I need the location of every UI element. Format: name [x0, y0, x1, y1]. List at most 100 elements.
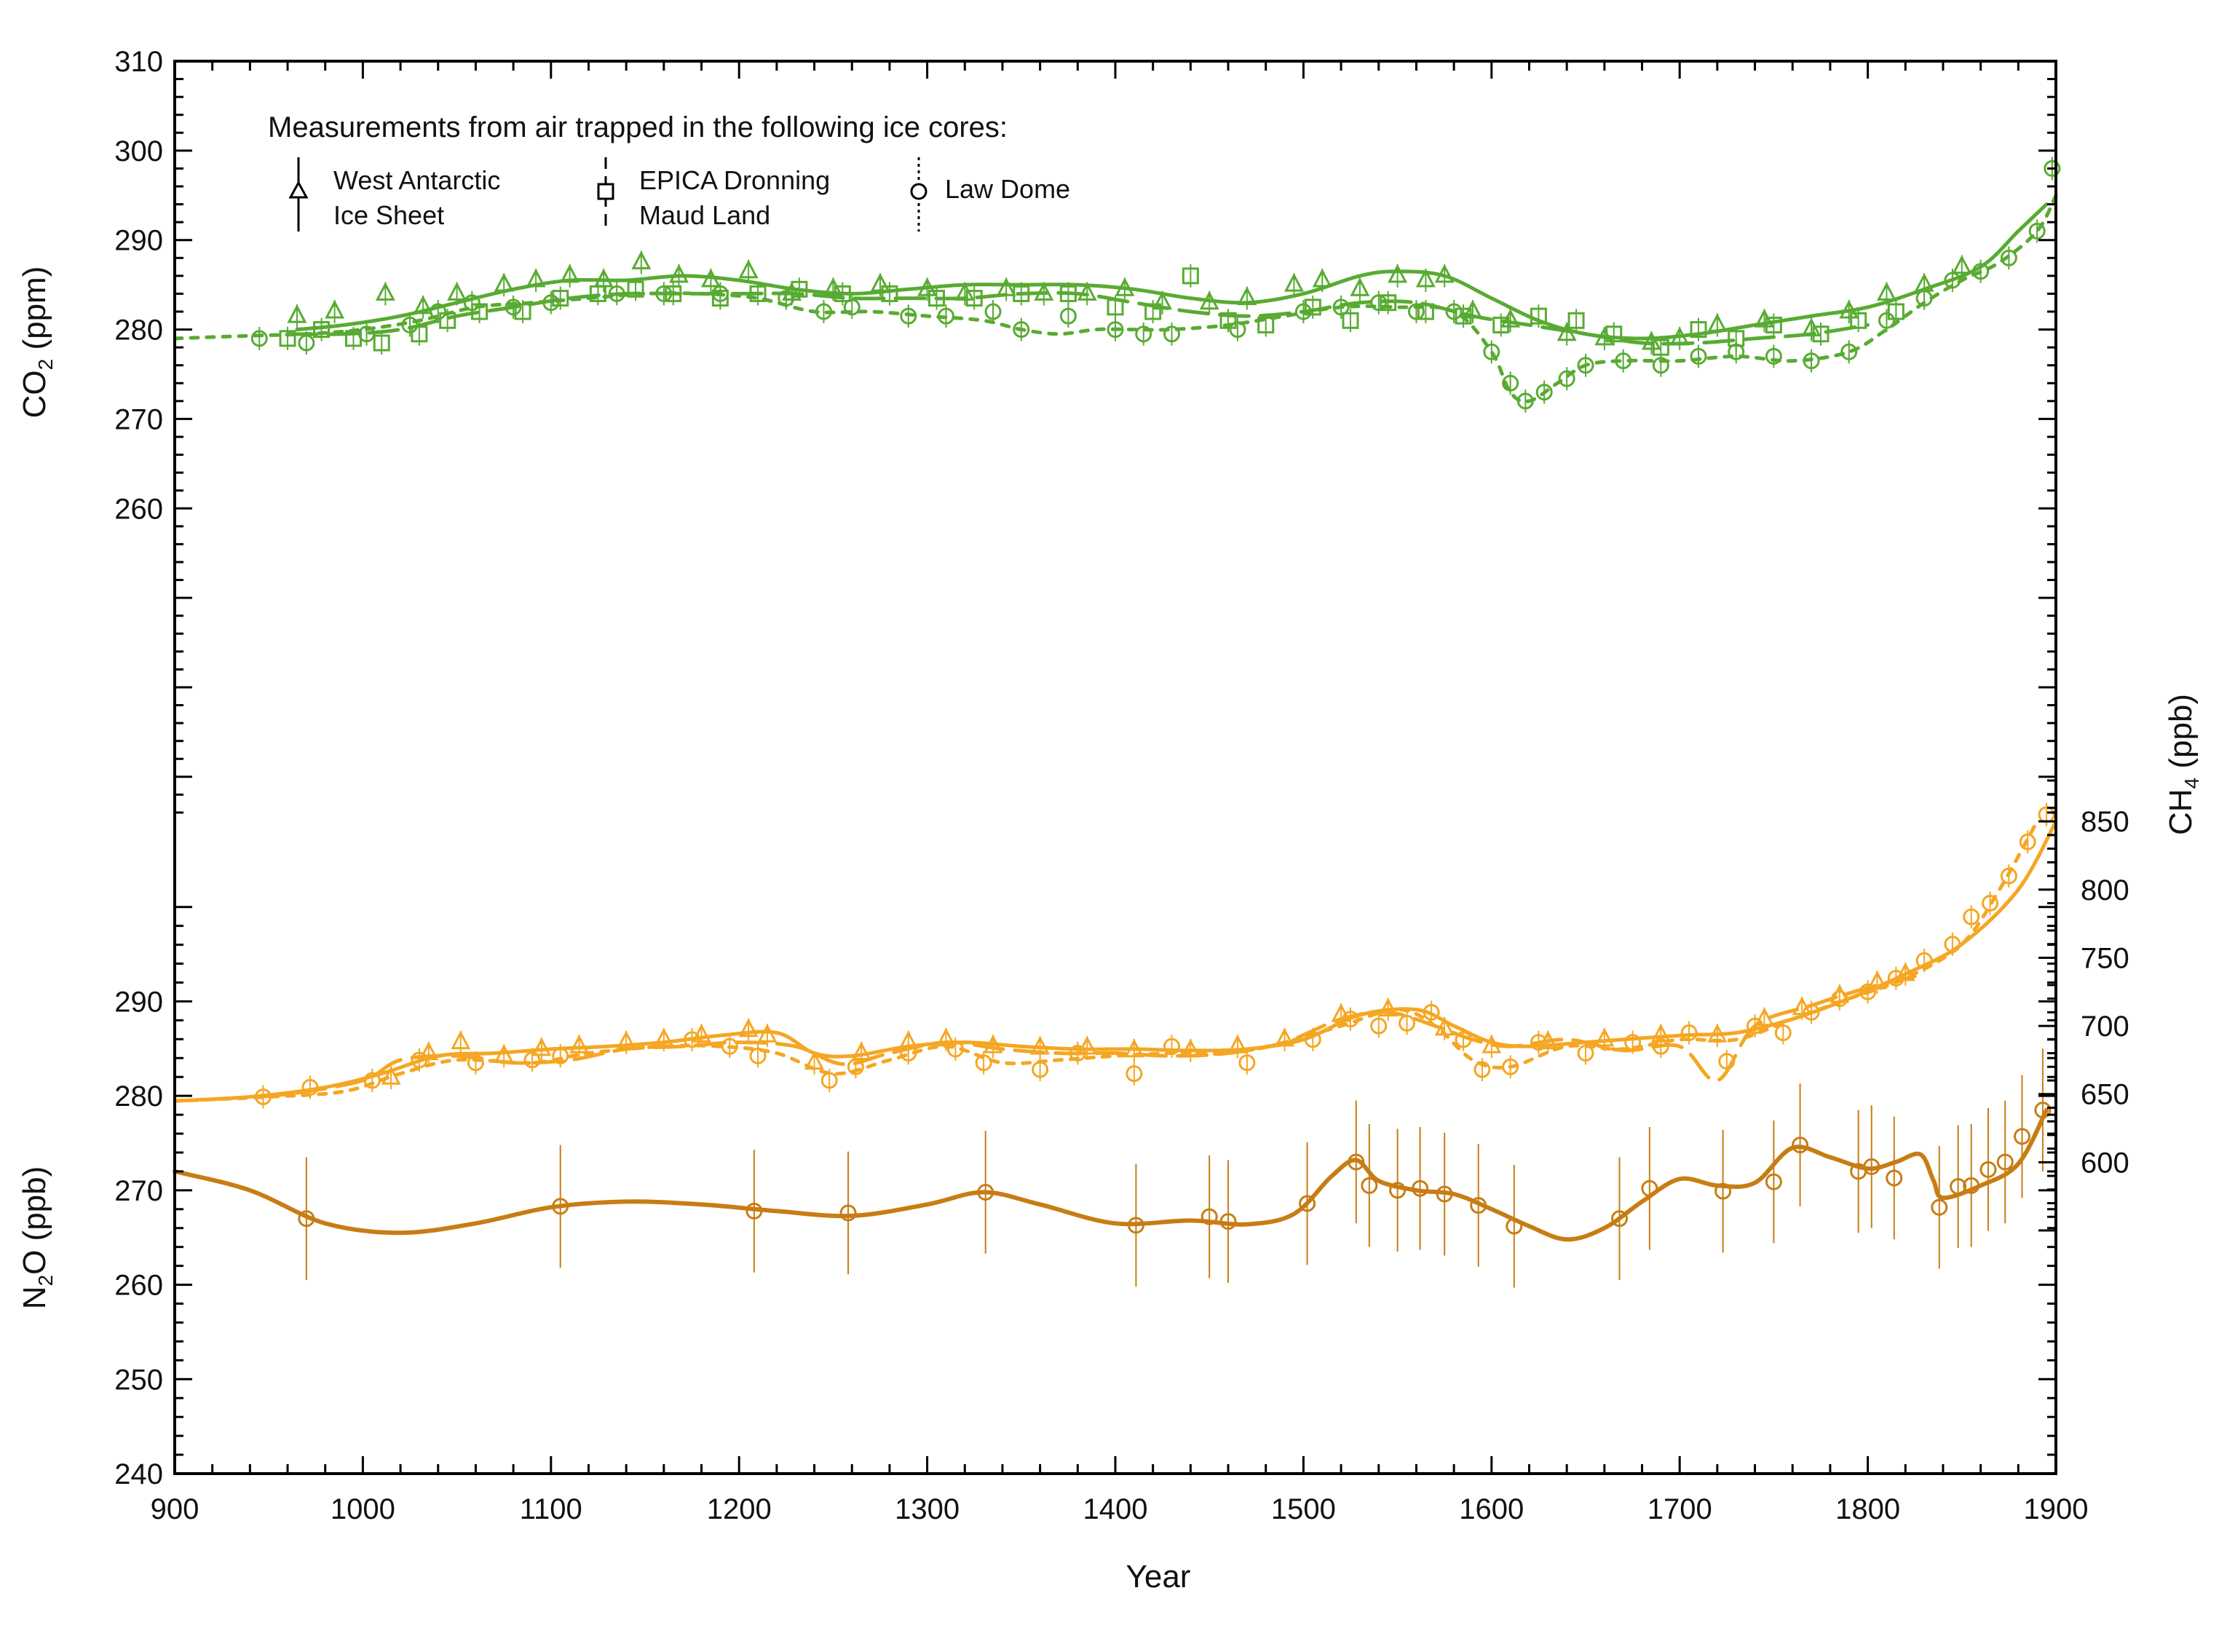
co2-square-square-marker	[1417, 303, 1434, 320]
legend-triangle-icon	[288, 180, 309, 199]
x-tick-label: 1800	[1835, 1493, 1900, 1525]
n2o-axis-title-sub: 2	[34, 1275, 57, 1287]
co2-triangle-triangle-marker	[1077, 282, 1097, 301]
co2-square-square-marker	[1342, 312, 1359, 329]
n2o-y-tick-label: 280	[114, 1080, 163, 1112]
x-tick-label: 1300	[895, 1493, 960, 1525]
ch4-panel	[173, 802, 2058, 1109]
co2-square-square-marker	[1182, 267, 1199, 285]
co2-y-tick-label: 260	[114, 493, 163, 525]
co2-square-square-marker	[1219, 312, 1237, 329]
co2-triangle-triangle-marker	[1434, 264, 1455, 283]
n2o-y-tick-label: 250	[114, 1364, 163, 1396]
co2-square-square-marker	[1765, 316, 1782, 333]
co2-square-square-marker	[665, 285, 682, 302]
co2-triangle-triangle-marker	[870, 272, 890, 292]
co2-triangle-triangle-marker	[1284, 272, 1304, 292]
co2-square-square-marker	[279, 330, 296, 347]
co2-square-square-marker	[1605, 325, 1623, 343]
n2o-y-tick-label: 260	[114, 1270, 163, 1302]
co2-circle-fit-line	[173, 193, 2058, 403]
co2-triangle-triangle-marker	[526, 268, 546, 288]
co2-square-square-marker	[1380, 294, 1397, 312]
ch4-y-tick-label: 700	[2081, 1011, 2129, 1043]
co2-triangle-triangle-marker	[560, 264, 580, 283]
co2-triangle-triangle-marker	[287, 304, 307, 323]
co2-square-square-marker	[1530, 307, 1547, 325]
ch4-triangle-triangle-marker	[1378, 997, 1399, 1017]
ch4-triangle-triangle-marker	[1594, 1027, 1615, 1047]
co2-square-square-marker	[552, 290, 569, 307]
ch4-triangle-triangle-marker	[531, 1037, 552, 1056]
co2-y-tick-label: 280	[114, 315, 163, 347]
co2-triangle-triangle-marker	[1415, 268, 1436, 288]
co2-triangle-triangle-marker	[700, 268, 721, 288]
ch4-triangle-triangle-marker	[1077, 1035, 1097, 1055]
ch4-triangle-triangle-marker	[569, 1034, 590, 1054]
x-tick-label: 1200	[707, 1493, 772, 1525]
ch4-triangle-triangle-marker	[1867, 970, 1887, 989]
co2-triangle-triangle-marker	[1237, 286, 1257, 306]
co2-triangle-triangle-marker	[738, 259, 759, 279]
co2-square-square-marker	[1107, 299, 1124, 316]
axes: 900 1000 1100 1200 1300 1400 1500 1600 1700 1800 1…	[114, 46, 2129, 1525]
n2o-panel	[173, 1048, 2052, 1288]
co2-square-square-marker	[313, 321, 331, 339]
ch4-triangle-triangle-marker	[1275, 1027, 1295, 1047]
co2-y-tick-label: 290	[114, 225, 163, 257]
co2-square-square-marker	[1567, 312, 1585, 329]
co2-square-square-marker	[411, 325, 428, 343]
co2-square-square-marker	[1492, 316, 1510, 333]
co2-axis-title-sub: 2	[34, 359, 57, 371]
co2-axis-title-rest: (ppm)	[17, 266, 52, 359]
co2-triangle-triangle-marker	[1115, 277, 1135, 296]
co2-square-square-marker	[791, 280, 808, 298]
co2-triangle-triangle-marker	[325, 299, 345, 319]
n2o-axis-title: N2O (ppb)	[17, 1166, 57, 1310]
n2o-y-tick-label: 270	[114, 1175, 163, 1207]
x-tick-label: 1600	[1459, 1493, 1524, 1525]
x-tick-label: 1100	[520, 1493, 582, 1525]
co2-square-square-marker	[1887, 303, 1904, 320]
n2o-axis-title-main: N	[17, 1286, 52, 1309]
legend-lawdome-line1: Law Dome	[945, 174, 1070, 204]
ch4-axis-title-sub: 4	[2180, 778, 2203, 789]
co2-triangle-triangle-marker	[413, 295, 433, 315]
co2-triangle-triangle-marker	[1952, 255, 1972, 274]
svg-text:CH4 (ppb): CH4 (ppb)	[2163, 694, 2203, 835]
co2-triangle-triangle-marker	[631, 250, 652, 269]
co2-triangle-triangle-marker	[494, 272, 514, 292]
co2-triangle-triangle-marker	[669, 264, 689, 283]
co2-axis-title-main: CO	[17, 370, 52, 418]
legend-edml-line2: Maud Land	[639, 200, 770, 230]
ch4-triangle-triangle-marker	[738, 1018, 759, 1038]
ch4-circle-fit-line	[173, 819, 2039, 1103]
legend-square-icon	[597, 183, 614, 200]
co2-y-tick-label: 300	[114, 135, 163, 167]
legend-entry-wais: West Antarctic Ice Sheet	[288, 157, 500, 232]
co2-square-square-marker	[928, 290, 946, 307]
legend-edml-line1: EPICA Dronning	[639, 165, 830, 195]
svg-text:CO2 (ppm): CO2 (ppm)	[17, 266, 57, 419]
co2-triangle-triangle-marker	[1876, 282, 1896, 301]
co2-square-square-marker	[1013, 285, 1030, 302]
ch4-y-tick-label: 800	[2081, 874, 2129, 906]
co2-square-square-marker	[1257, 316, 1275, 333]
n2o-axis-title-rest: O (ppb)	[17, 1166, 52, 1275]
co2-triangle-triangle-marker	[1707, 313, 1728, 332]
ch4-triangle-triangle-marker	[419, 1041, 439, 1061]
ch4-y-tick-label: 750	[2081, 942, 2129, 974]
svg-text:N2O (ppb): N2O (ppb)	[17, 1166, 57, 1310]
co2-triangle-triangle-marker	[917, 277, 938, 296]
co2-square-square-marker	[1850, 312, 1867, 329]
x-tick-label: 1400	[1083, 1493, 1148, 1525]
ch4-y-tick-label: 600	[2081, 1147, 2129, 1179]
co2-square-square-marker	[514, 303, 531, 320]
co2-triangle-triangle-marker	[1388, 264, 1408, 283]
x-tick-label: 1700	[1647, 1493, 1712, 1525]
n2o-y-tick-label: 240	[114, 1458, 163, 1490]
co2-square-square-marker	[627, 280, 644, 298]
ch4-triangle-triangle-marker	[851, 1041, 871, 1061]
co2-square-square-marker	[1455, 307, 1472, 325]
